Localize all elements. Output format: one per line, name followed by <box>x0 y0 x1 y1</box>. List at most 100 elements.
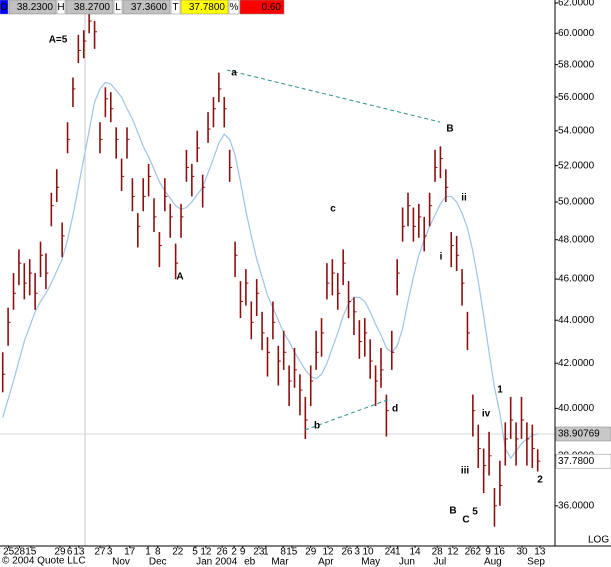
price-flag <box>555 426 611 442</box>
y-tick-label: 44.0000 <box>558 315 595 326</box>
wave-label: i <box>440 252 443 263</box>
x-tick-label: 14 <box>409 547 421 558</box>
quote-key-box <box>0 0 9 15</box>
price-flag-label: 38.90769 <box>558 429 600 440</box>
y-axis-area <box>555 0 611 567</box>
x-month-label: Jun <box>399 557 415 567</box>
wave-label: B <box>446 124 453 135</box>
quote-value: 38.2700 <box>74 2 111 13</box>
x-tick-label: 10 <box>362 547 374 558</box>
x-tick-label: 9 <box>485 547 491 558</box>
quote-key: % <box>230 2 239 13</box>
y-tick-label: 58.0000 <box>558 59 595 70</box>
wave-label: 5 <box>472 507 478 518</box>
x-tick-label: 25 <box>3 547 15 558</box>
x-tick-label: 8 <box>155 547 161 558</box>
x-tick-label: 15 <box>286 547 298 558</box>
y-tick-label: 54.0000 <box>558 125 595 136</box>
trend-line <box>304 398 391 431</box>
trend-line <box>226 69 441 123</box>
quote-value: 38.2300 <box>17 2 54 13</box>
quote-key: T <box>172 2 178 13</box>
x-tick-label: 30 <box>516 547 528 558</box>
x-month-label: Aug <box>484 557 502 567</box>
quote-key: L <box>115 2 121 13</box>
x-tick-label: 13 <box>73 547 85 558</box>
quote-value-box <box>122 0 171 15</box>
x-tick-label: 3 <box>354 547 360 558</box>
x-tick-label: 12 <box>322 547 334 558</box>
x-tick-label: 16 <box>494 547 506 558</box>
quote-key-box <box>113 0 123 15</box>
x-tick-label: 28 <box>14 547 26 558</box>
moving-average <box>2 81 538 460</box>
x-tick-label: 27 <box>94 547 106 558</box>
quote-value-box <box>239 0 285 15</box>
y-tick-label: 56.0000 <box>558 92 595 103</box>
scale-label: LOG <box>588 535 609 546</box>
quote-key-box <box>170 0 181 15</box>
wave-label: iii <box>461 466 470 477</box>
x-tick-label: 9 <box>240 547 246 558</box>
x-tick-label: 23 <box>253 547 265 558</box>
wave-label: C <box>462 515 469 526</box>
price-flag-label: 37.7800 <box>558 456 595 467</box>
y-tick-label: 48.0000 <box>558 234 595 245</box>
x-tick-label: 28 <box>432 547 444 558</box>
wave-label: A=5 <box>49 35 68 46</box>
x-tick-label: 3 <box>107 547 113 558</box>
wave-label: d <box>392 404 398 415</box>
quote-value-box <box>180 0 229 15</box>
x-tick-label: 15 <box>25 547 37 558</box>
quote-key: O <box>0 2 8 13</box>
y-tick-label: 36.0000 <box>558 500 595 511</box>
x-month-label: Sep <box>527 557 545 567</box>
x-tick-label: 1 <box>395 547 401 558</box>
y-tick-label: 50.0000 <box>558 197 595 208</box>
price-flag <box>555 453 611 469</box>
x-tick-label: 29 <box>54 547 66 558</box>
y-tick-label: 52.0000 <box>558 160 595 171</box>
x-tick-label: 8 <box>280 547 286 558</box>
wave-label: 1 <box>497 385 503 396</box>
x-tick-label: 26 <box>341 547 353 558</box>
x-tick-label: 12 <box>447 547 459 558</box>
y-tick-label: 40.0000 <box>558 403 595 414</box>
wave-label: ii <box>461 193 467 204</box>
wave-label: iv <box>482 409 491 420</box>
x-month-label: eb <box>244 557 256 567</box>
x-tick-label: 22 <box>172 547 184 558</box>
x-tick-label: 26 <box>465 547 477 558</box>
copyright: © 2004 Quote LLC <box>2 556 86 567</box>
x-tick-label: 1 <box>263 547 269 558</box>
y-tick-label: 62.0000 <box>558 0 595 9</box>
quote-key-box <box>56 0 66 15</box>
x-tick-label: 24 <box>385 547 397 558</box>
wave-label: b <box>314 421 320 432</box>
wave-label: A <box>176 272 183 283</box>
wave-label: B <box>449 506 456 517</box>
y-tick-label: 60.0000 <box>558 28 595 39</box>
x-month-label: Apr <box>318 557 334 567</box>
quote-value: 37.7800 <box>189 2 226 13</box>
x-tick-label: 29 <box>305 547 317 558</box>
quote-value-box <box>65 0 114 15</box>
y-tick-label: 42.0000 <box>558 358 595 369</box>
quote-value-box <box>8 0 57 15</box>
wave-label: c <box>330 204 336 215</box>
x-tick-label: 26 <box>217 547 229 558</box>
quote-key: H <box>57 2 64 13</box>
x-tick-label: 13 <box>534 547 546 558</box>
x-tick-label: 5 <box>192 547 198 558</box>
x-month-label: Nov <box>112 557 130 567</box>
x-month-label: Mar <box>271 557 289 567</box>
y-tick-label: 46.0000 <box>558 274 595 285</box>
quote-bar: O 38.2300 H 38.2700 L 37.3600 T 37.7800% 0.60 <box>0 0 285 15</box>
plot-area <box>0 5 555 546</box>
x-month-label: Jul <box>433 557 446 567</box>
